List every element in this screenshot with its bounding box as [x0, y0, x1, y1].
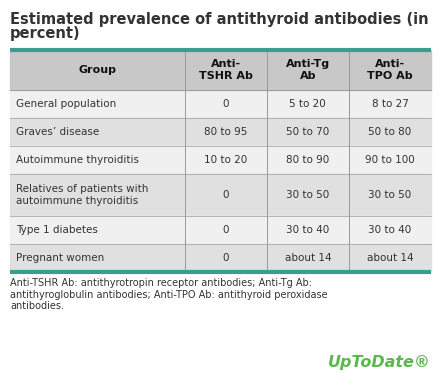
Text: Estimated prevalence of antithyroid antibodies (in: Estimated prevalence of antithyroid anti…	[10, 12, 429, 27]
Text: 80 to 95: 80 to 95	[204, 127, 247, 137]
Bar	[10, 216, 431, 244]
Text: about 14: about 14	[366, 253, 413, 263]
Text: about 14: about 14	[284, 253, 331, 263]
Text: 0: 0	[223, 99, 229, 109]
Text: Group: Group	[78, 65, 116, 75]
Text: Autoimmune thyroiditis: Autoimmune thyroiditis	[16, 155, 139, 165]
Text: 30 to 50: 30 to 50	[286, 190, 329, 200]
Text: 30 to 40: 30 to 40	[368, 225, 411, 235]
Text: 0: 0	[223, 225, 229, 235]
Text: 8 to 27: 8 to 27	[371, 99, 408, 109]
Text: 0: 0	[223, 253, 229, 263]
Bar	[10, 174, 431, 216]
Text: Anti-
TSHR Ab: Anti- TSHR Ab	[199, 59, 253, 81]
Text: Anti-Tg
Ab: Anti-Tg Ab	[286, 59, 330, 81]
Text: 0: 0	[223, 190, 229, 200]
Text: Anti-
TPO Ab: Anti- TPO Ab	[367, 59, 413, 81]
Bar	[10, 146, 431, 174]
Text: 5 to 20: 5 to 20	[289, 99, 326, 109]
Bar	[10, 244, 431, 272]
Text: UpToDate®: UpToDate®	[328, 355, 431, 370]
Bar	[10, 118, 431, 146]
Text: 80 to 90: 80 to 90	[286, 155, 329, 165]
Text: Relatives of patients with
autoimmune thyroiditis: Relatives of patients with autoimmune th…	[16, 184, 148, 206]
Text: 50 to 70: 50 to 70	[286, 127, 329, 137]
Text: 30 to 50: 30 to 50	[368, 190, 411, 200]
Text: Type 1 diabetes: Type 1 diabetes	[16, 225, 98, 235]
Text: 30 to 40: 30 to 40	[286, 225, 329, 235]
Bar	[10, 50, 431, 90]
Text: percent): percent)	[10, 26, 81, 41]
Text: Pregnant women: Pregnant women	[16, 253, 104, 263]
Text: Graves’ disease: Graves’ disease	[16, 127, 99, 137]
Text: 10 to 20: 10 to 20	[204, 155, 247, 165]
Text: Anti-TSHR Ab: antithyrotropin receptor antibodies; Anti-Tg Ab:
antithyroglobulin: Anti-TSHR Ab: antithyrotropin receptor a…	[10, 278, 328, 311]
Text: 90 to 100: 90 to 100	[365, 155, 415, 165]
Text: General population: General population	[16, 99, 116, 109]
Bar	[10, 90, 431, 118]
Text: 50 to 80: 50 to 80	[368, 127, 411, 137]
